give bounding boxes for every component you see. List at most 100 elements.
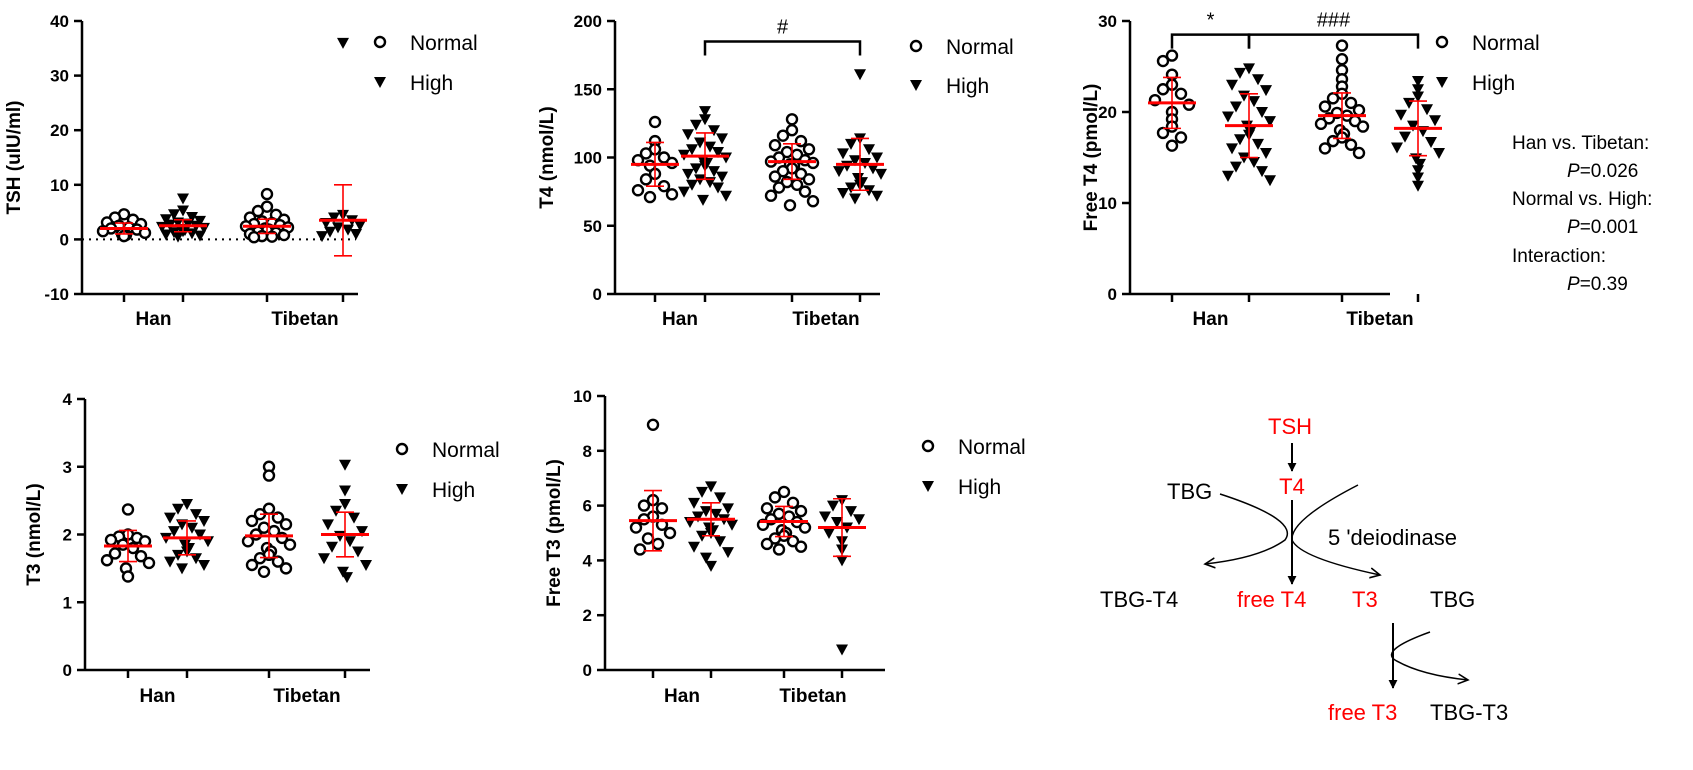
data-point-normal	[1344, 96, 1358, 110]
data-point-high	[1412, 91, 1424, 103]
y-tick-label: 100	[574, 149, 602, 168]
data-point-normal	[245, 514, 259, 528]
legend-triangle-icon	[396, 484, 408, 495]
data-point-high	[176, 563, 188, 575]
data-point-high	[720, 152, 732, 164]
legend-circle-icon	[373, 35, 387, 49]
data-point-high	[863, 144, 875, 156]
data-point-normal	[631, 184, 645, 197]
y-tick-label: 0	[60, 230, 69, 249]
stats-label-region: Han vs. Tibetan:	[1512, 133, 1649, 154]
data-point-normal	[1318, 142, 1332, 155]
data-point-normal	[1335, 39, 1349, 52]
data-point-high	[1425, 137, 1437, 149]
y-tick-label: 1	[63, 593, 72, 612]
data-point-normal	[241, 535, 255, 548]
legend-label-normal: Normal	[958, 436, 1026, 459]
data-point-normal	[768, 491, 782, 504]
data-point-normal	[1156, 126, 1170, 140]
data-point-high	[177, 193, 189, 205]
data-point-high	[708, 166, 720, 178]
x-category-label: Tibetan	[273, 686, 340, 707]
data-point-high	[710, 508, 722, 520]
data-point-high	[316, 231, 328, 243]
data-point-normal	[1318, 100, 1332, 113]
data-point-normal	[279, 562, 293, 575]
y-axis-title: Free T4 (pmol/L)	[1081, 84, 1102, 232]
data-point-high	[322, 519, 334, 531]
y-tick-label: 10	[50, 176, 69, 195]
y-tick-label: 0	[583, 661, 592, 680]
diagram-t3: T3	[1352, 587, 1378, 612]
legend-circle-icon	[921, 439, 935, 453]
data-point-high	[176, 519, 188, 531]
data-point-normal	[776, 129, 790, 142]
y-tick-label: 0	[593, 285, 602, 304]
legend-triangle-icon	[1436, 77, 1448, 88]
data-point-normal	[629, 521, 643, 534]
significance-label: #	[777, 16, 789, 38]
y-tick-label: 20	[1098, 103, 1117, 122]
data-point-normal	[798, 521, 812, 534]
data-point-high	[186, 522, 198, 534]
curve-tbg-binding	[1205, 493, 1288, 564]
data-point-normal	[798, 185, 812, 198]
data-point-normal	[641, 532, 655, 545]
stats-label-interaction: Interaction:	[1512, 246, 1606, 267]
data-point-high	[164, 512, 176, 524]
legend-label-high: High	[410, 72, 453, 95]
legend-label-normal: Normal	[1472, 32, 1540, 55]
data-point-high	[194, 230, 206, 242]
data-point-normal	[277, 228, 291, 242]
data-point-high	[172, 503, 184, 515]
data-point-high	[722, 503, 734, 515]
data-point-high	[845, 506, 857, 518]
stats-label-altitude: Normal vs. High:	[1512, 189, 1652, 210]
y-tick-label: 2	[583, 606, 592, 625]
x-category-label: Tibetan	[792, 309, 859, 330]
y-tick-label: 200	[574, 12, 602, 31]
legend: Normal High	[373, 32, 478, 95]
data-point-high	[688, 541, 700, 553]
data-point-high	[168, 209, 180, 221]
data-point-high	[1403, 97, 1415, 109]
data-point-high	[339, 499, 351, 511]
data-point-high	[726, 519, 738, 531]
data-point-high	[186, 212, 198, 224]
data-point-high	[360, 559, 372, 571]
data-point-normal	[271, 555, 285, 568]
y-tick-label: 150	[574, 80, 602, 99]
data-point-normal	[1174, 131, 1188, 144]
legend-circle-icon	[1435, 35, 1449, 49]
significance-label: ###	[1317, 10, 1351, 32]
data-point-normal	[1335, 53, 1349, 66]
data-point-high	[871, 190, 883, 202]
data-point-normal	[142, 556, 156, 570]
data-point-high	[181, 499, 193, 511]
data-point-normal	[260, 187, 274, 201]
data-point-high	[1234, 134, 1246, 146]
data-point-normal	[760, 537, 774, 551]
data-point-high	[823, 528, 835, 539]
data-point-high	[831, 517, 843, 529]
data-point-high	[190, 509, 202, 521]
legend-label-high: High	[958, 476, 1001, 499]
legend: Normal High	[1435, 32, 1540, 95]
data-point-high	[692, 511, 704, 523]
data-point-high	[1252, 138, 1264, 150]
data-point-high	[700, 506, 712, 518]
data-point-high	[722, 547, 734, 559]
data-point-high	[1412, 180, 1424, 192]
data-point-high	[686, 144, 698, 156]
y-tick-label: 30	[50, 67, 69, 86]
data-point-high	[354, 220, 366, 232]
data-point-normal	[1174, 87, 1188, 101]
data-point-high	[160, 229, 172, 241]
data-point-high	[1226, 143, 1238, 155]
chart-t4: 0 50 100 150 200 T4 (nmol/L) Han Tibetan # Normal…	[537, 12, 1014, 330]
x-category-label: Han	[664, 686, 700, 707]
data-point-normal	[783, 199, 797, 212]
x-category-label: Han	[1193, 309, 1229, 330]
data-point-high	[328, 212, 340, 224]
